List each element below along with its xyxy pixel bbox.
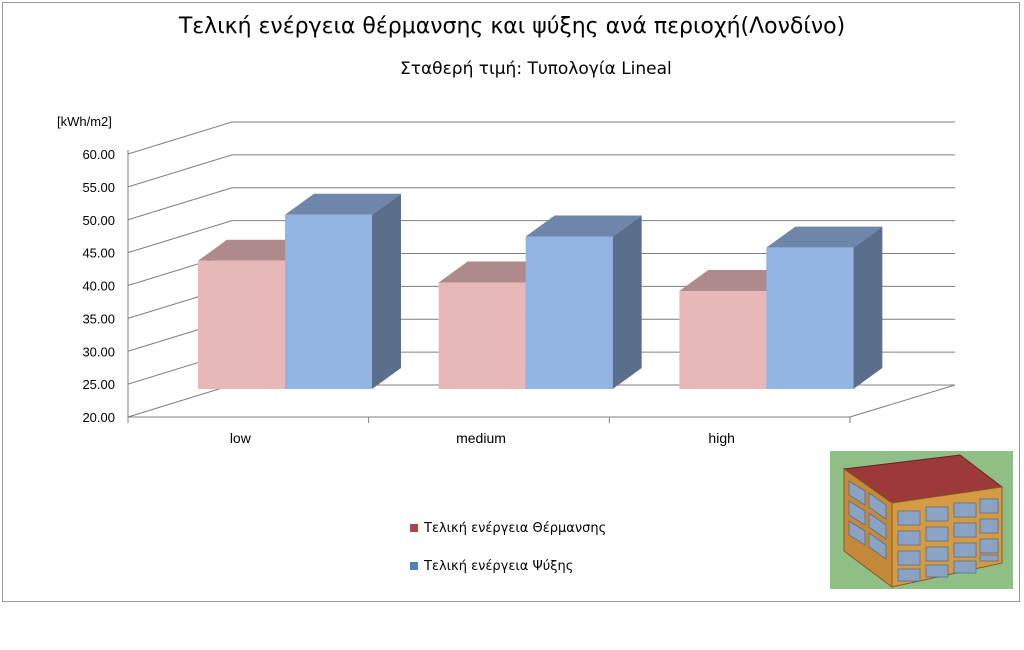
y-tick-label-0: 20.00 [82, 410, 115, 425]
bar-low-s1 [285, 193, 401, 389]
chart-bars [198, 193, 883, 389]
y-axis-label: [kWh/m2] [57, 114, 112, 129]
chart-title: Τελική ενέργεια θέρμανσης και ψύξης ανά … [178, 14, 846, 39]
bar-high-s0-front [679, 291, 767, 389]
legend-swatch-cooling [410, 562, 418, 570]
legend-item-cooling: Τελική ενέργεια Ψύξης [410, 556, 606, 576]
building-thumbnail [830, 451, 1013, 589]
y-tick-label-6: 50.00 [82, 213, 115, 228]
bar-high-s1 [766, 226, 883, 389]
bar-high-s1-front [766, 247, 854, 389]
legend-label-cooling: Τελική ενέργεια Ψύξης [424, 558, 574, 574]
floor-right-edge [849, 384, 956, 418]
y-tick-label-8: 60.00 [82, 147, 115, 162]
gridline-side-5 [127, 220, 233, 254]
bar-low-s0-front [198, 260, 285, 389]
bar-low-s1-front [285, 214, 372, 389]
bar-low-s1-side [372, 193, 401, 389]
chart-legend: Τελική ενέργεια Θέρμανσης Τελική ενέργει… [410, 518, 606, 594]
bar-low-s1-top [285, 193, 401, 215]
x-category-label-high: high [708, 430, 734, 446]
bar-medium-s1-top [525, 215, 642, 237]
legend-item-heating: Τελική ενέργεια Θέρμανσης [410, 518, 606, 538]
gridline-side-8 [127, 121, 233, 155]
bar-medium-s1-side [612, 215, 642, 389]
x-category-label-low: low [230, 430, 252, 446]
y-tick-label-3: 35.00 [82, 311, 115, 326]
legend-swatch-heating [410, 524, 418, 532]
x-category-label-medium: medium [456, 430, 506, 446]
bar-medium-s1 [525, 215, 642, 389]
chart-subtitle: Σταθερή τιμή: Τυπολογία Lineal [400, 59, 672, 79]
bar-high-s1-side [853, 226, 883, 389]
y-tick-label-1: 25.00 [82, 377, 115, 392]
y-axis-ticks: 20.00 25.00 30.00 35.00 40.00 45.00 50.00 55.00… [82, 147, 115, 425]
legend-label-heating: Τελική ενέργεια Θέρμανσης [424, 520, 607, 536]
gridline-side-6 [127, 187, 233, 221]
gridline-side-0 [127, 384, 233, 418]
bar-medium-s0-front [438, 282, 526, 389]
y-tick-label-5: 45.00 [82, 246, 115, 261]
y-tick-label-2: 30.00 [82, 344, 115, 359]
y-tick-label-7: 55.00 [82, 180, 115, 195]
y-tick-label-4: 40.00 [82, 279, 115, 294]
bar-high-s1-top [766, 226, 883, 248]
gridline-side-7 [127, 154, 233, 188]
bar-medium-s1-front [525, 236, 613, 389]
x-axis-categories: low medium high [230, 430, 735, 446]
